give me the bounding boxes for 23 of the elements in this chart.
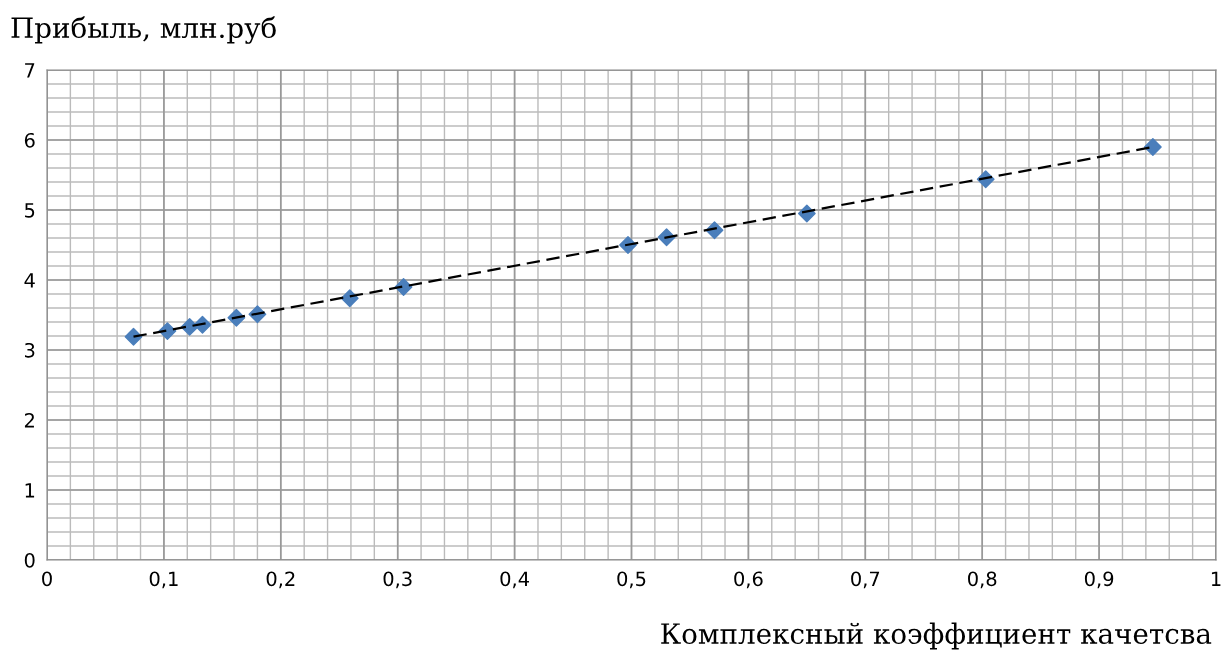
y-tick-label: 0	[24, 552, 35, 568]
x-tick-label: 0,3	[383, 571, 412, 589]
x-tick-label: 0,8	[968, 571, 997, 589]
x-tick-label: 0,6	[734, 571, 763, 589]
x-tick-label: 0,1	[149, 571, 178, 589]
y-tick-label: 3	[25, 342, 35, 358]
x-tick-label: 0,7	[851, 571, 880, 589]
y-tick-label: 2	[24, 412, 34, 428]
x-tick-label: 0,2	[266, 571, 295, 589]
y-tick-label: 1	[25, 483, 35, 498]
x-tick-label: 1	[1211, 571, 1221, 586]
x-tick-label: 0,9	[1084, 571, 1114, 589]
y-tick-label: 6	[24, 132, 35, 148]
y-tick-label: 4	[24, 273, 35, 288]
y-axis-title: Прибыль, млн.руб	[11, 16, 276, 44]
y-tick-label: 7	[25, 63, 35, 78]
y-tick-label: 5	[25, 203, 35, 218]
point	[340, 289, 359, 308]
x-axis-title: Комплексный коэффициент качетсва	[661, 622, 1212, 650]
point	[1143, 138, 1162, 156]
x-tick-label: 0,4	[500, 571, 529, 589]
x-tick-label: 0,5	[617, 571, 646, 589]
x-tick-label: 0	[42, 571, 52, 587]
